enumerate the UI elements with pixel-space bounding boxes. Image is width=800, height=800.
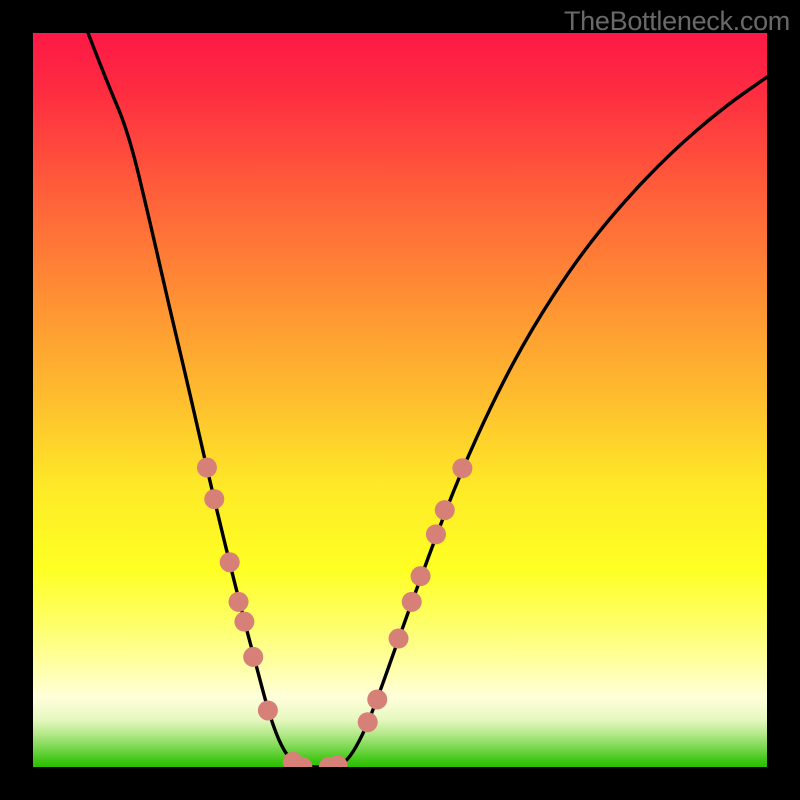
data-marker (258, 700, 278, 720)
data-marker (452, 458, 472, 478)
plot-area (33, 33, 767, 767)
data-marker (234, 612, 254, 632)
data-marker (358, 712, 378, 732)
data-marker (367, 689, 387, 709)
data-marker (243, 647, 263, 667)
chart-container: TheBottleneck.com (0, 0, 800, 800)
data-marker (204, 489, 224, 509)
data-marker (402, 592, 422, 612)
data-marker (229, 592, 249, 612)
gradient-background (33, 33, 767, 767)
watermark-text: TheBottleneck.com (564, 6, 790, 37)
data-marker (426, 524, 446, 544)
data-marker (411, 566, 431, 586)
data-marker (389, 629, 409, 649)
plot-svg (33, 33, 767, 767)
data-marker (197, 458, 217, 478)
data-marker (435, 500, 455, 520)
data-marker (220, 552, 240, 572)
